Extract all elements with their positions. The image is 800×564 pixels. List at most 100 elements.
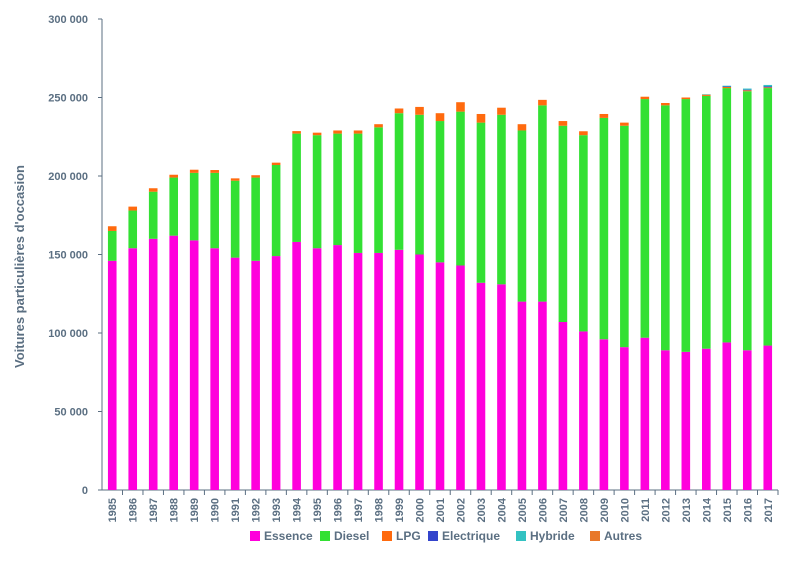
bar-segment-lpg-1988 bbox=[169, 174, 178, 178]
bar-segment-lpg-2016 bbox=[742, 90, 752, 92]
bar-segment-diesel-2006 bbox=[538, 105, 547, 302]
x-tick-label: 1993 bbox=[271, 498, 283, 522]
legend-item-electrique: Electrique bbox=[428, 529, 500, 543]
bar-segment-diesel-1992 bbox=[251, 177, 260, 261]
bar-segment-diesel-2003 bbox=[476, 122, 486, 283]
bar-segment-lpg-2005 bbox=[517, 124, 527, 131]
bar-segment-essence-1998 bbox=[374, 252, 383, 490]
bar-segment-diesel-1985 bbox=[107, 230, 117, 261]
legend-label: LPG bbox=[396, 529, 421, 543]
bar-segment-diesel-1995 bbox=[312, 135, 322, 249]
legend-swatch bbox=[250, 531, 260, 541]
x-tick-label: 1997 bbox=[353, 498, 365, 522]
bar-segment-lpg-1989 bbox=[189, 169, 199, 173]
bar-segment-diesel-1986 bbox=[128, 210, 138, 249]
x-tick-label: 1992 bbox=[251, 498, 263, 522]
bar-segment-essence-2009 bbox=[599, 339, 609, 490]
bar-segment-essence-1992 bbox=[251, 260, 260, 490]
bar-segment-diesel-2002 bbox=[456, 111, 465, 266]
bar-segment-essence-2016 bbox=[742, 350, 752, 490]
x-tick-label: 1996 bbox=[333, 498, 345, 522]
bar-segment-diesel-2007 bbox=[558, 125, 568, 323]
bar-segment-lpg-1994 bbox=[292, 131, 301, 134]
bar-segment-diesel-2017 bbox=[763, 88, 773, 346]
bar-segment-lpg-2014 bbox=[702, 94, 711, 96]
bar-segment-essence-2003 bbox=[476, 282, 486, 490]
bar-segment-diesel-2004 bbox=[497, 114, 506, 285]
x-tick-label: 2015 bbox=[722, 498, 734, 522]
bar-segment-essence-2011 bbox=[640, 337, 650, 490]
x-tick-label: 1989 bbox=[189, 498, 201, 522]
bar-segment-diesel-2014 bbox=[702, 95, 711, 349]
y-tick-label: 100 000 bbox=[48, 328, 88, 340]
x-tick-label: 1985 bbox=[107, 498, 119, 522]
bar-segment-lpg-2008 bbox=[579, 131, 588, 136]
y-axis-title: Voitures particulières d'occasion bbox=[12, 165, 27, 368]
bar-segment-lpg-2007 bbox=[558, 121, 568, 126]
bar-segment-diesel-1989 bbox=[189, 172, 199, 241]
bar-segment-essence-2017 bbox=[763, 345, 773, 490]
bar-segment-lpg-1997 bbox=[353, 130, 363, 134]
bar-segment-lpg-2002 bbox=[456, 102, 465, 112]
bar-segment-essence-2015 bbox=[722, 342, 732, 490]
legend: Essence Diesel LPG Electrique Hybride Autres bbox=[250, 529, 642, 543]
bar-segment-essence-1997 bbox=[353, 252, 363, 490]
bar-segment-diesel-1998 bbox=[374, 127, 383, 253]
legend-item-essence: Essence bbox=[250, 529, 313, 543]
bar-segment-diesel-1993 bbox=[271, 165, 281, 257]
bar-segment-essence-1987 bbox=[148, 238, 158, 490]
y-tick-label: 0 bbox=[82, 485, 88, 497]
bar-segment-diesel-1990 bbox=[210, 172, 219, 249]
x-tick-label: 2000 bbox=[415, 498, 427, 522]
bar-segment-lpg-2011 bbox=[640, 96, 650, 100]
x-tick-label: 2006 bbox=[537, 498, 549, 522]
bar-segment-essence-2014 bbox=[702, 348, 711, 490]
bar-segment-diesel-2016 bbox=[742, 91, 752, 351]
bar-segment-essence-2006 bbox=[538, 301, 547, 490]
y-tick-label: 200 000 bbox=[48, 171, 88, 183]
x-tick-label: 2007 bbox=[558, 498, 570, 522]
bar-segment-hybride-2016 bbox=[742, 88, 752, 90]
x-tick-label: 1999 bbox=[394, 498, 406, 522]
legend-swatch bbox=[590, 531, 600, 541]
bar-segment-electrique-2017 bbox=[763, 86, 773, 88]
x-tick-label: 2014 bbox=[701, 497, 713, 522]
bar-segment-essence-1995 bbox=[312, 248, 322, 490]
legend-label: Electrique bbox=[442, 529, 500, 543]
bar-segment-essence-2012 bbox=[661, 350, 670, 490]
bar-segment-essence-1993 bbox=[271, 256, 281, 490]
bar-segment-diesel-2005 bbox=[517, 130, 527, 302]
bar-segment-diesel-1994 bbox=[292, 133, 301, 242]
x-tick-label: 1986 bbox=[128, 498, 140, 522]
bar-segment-hybride-2017 bbox=[763, 84, 773, 87]
x-tick-label: 2017 bbox=[763, 498, 775, 522]
labels-layer: 0 50 000 100 000 150 000 200 000 250 000 300 0… bbox=[12, 14, 775, 522]
bar-segment-essence-1988 bbox=[169, 235, 178, 490]
bar-segment-lpg-2001 bbox=[435, 113, 445, 122]
x-tick-label: 1988 bbox=[169, 498, 181, 522]
bar-segment-lpg-2006 bbox=[538, 99, 547, 106]
bars-layer bbox=[107, 84, 773, 490]
bar-segment-diesel-1997 bbox=[353, 133, 363, 253]
bar-segment-essence-1994 bbox=[292, 241, 301, 490]
x-tick-label: 2010 bbox=[619, 498, 631, 522]
bar-segment-diesel-1988 bbox=[169, 177, 178, 236]
bar-segment-lpg-1993 bbox=[271, 162, 281, 166]
x-tick-label: 1995 bbox=[312, 498, 324, 522]
bar-segment-lpg-1987 bbox=[148, 188, 158, 192]
x-tick-label: 1987 bbox=[148, 498, 160, 522]
bar-segment-lpg-2012 bbox=[661, 102, 670, 106]
bar-segment-lpg-1995 bbox=[312, 132, 322, 136]
x-tick-label: 1994 bbox=[292, 497, 304, 522]
bar-segment-lpg-2017 bbox=[763, 87, 773, 89]
x-tick-label: 2009 bbox=[599, 498, 611, 522]
legend-swatch bbox=[382, 531, 392, 541]
bar-segment-lpg-2013 bbox=[681, 97, 691, 100]
y-tick-label: 50 000 bbox=[54, 407, 88, 419]
bar-segment-electrique-2016 bbox=[742, 89, 752, 91]
bar-segment-lpg-2003 bbox=[476, 113, 486, 123]
bar-segment-lpg-1986 bbox=[128, 206, 138, 211]
bar-segment-lpg-1996 bbox=[333, 130, 342, 134]
bar-segment-lpg-1985 bbox=[107, 226, 117, 231]
bar-segment-essence-2002 bbox=[456, 265, 465, 490]
